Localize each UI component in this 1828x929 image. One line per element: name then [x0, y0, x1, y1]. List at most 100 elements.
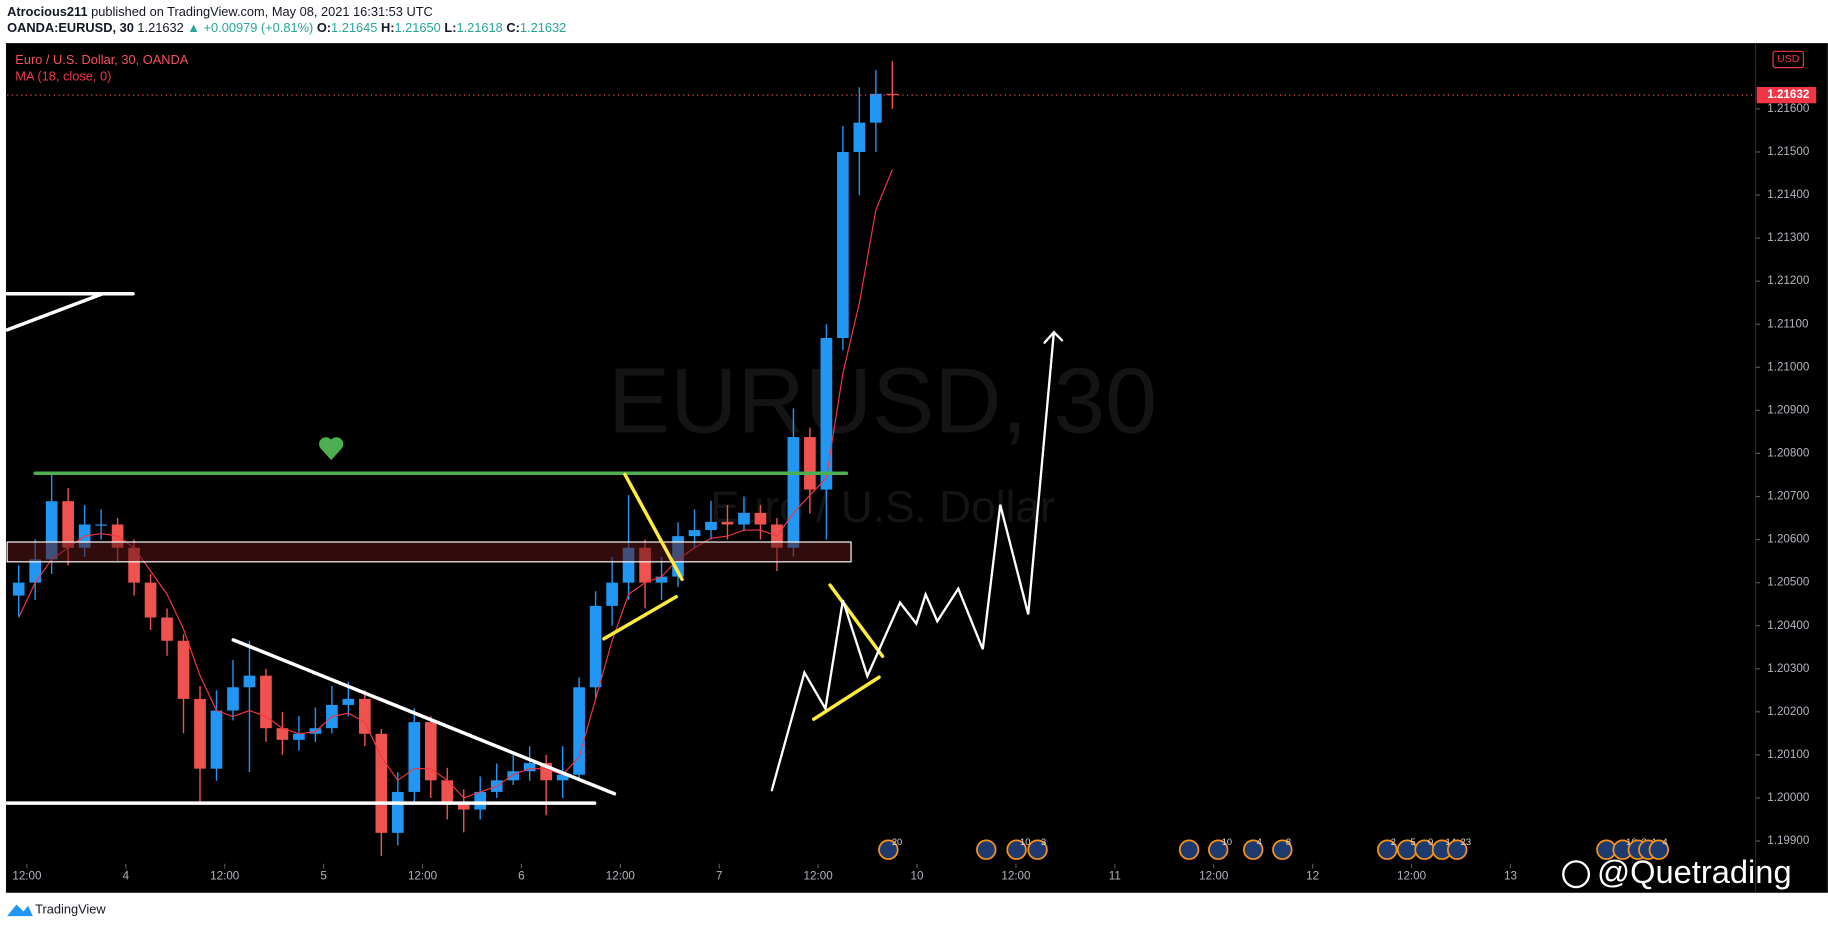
candle-body: [95, 524, 107, 526]
y-tick-label: 1.21500: [1767, 145, 1810, 158]
candle-body: [128, 547, 140, 583]
flag-line: [623, 472, 684, 582]
y-tick-label: 1.20700: [1767, 490, 1810, 503]
x-tick-label: 12:00: [606, 870, 636, 883]
y-tick-label: 1.21100: [1767, 317, 1809, 330]
event-icon: [976, 839, 997, 860]
candle-body: [639, 547, 651, 583]
candle-body: [359, 698, 371, 734]
y-tick-label: 1.20400: [1767, 619, 1810, 632]
x-tick-label: 11: [1109, 870, 1121, 883]
h: 1.21650: [394, 21, 440, 36]
legend-entry: MA (18, close, 0): [15, 68, 111, 83]
flag-line: [812, 675, 881, 721]
event-icon: [1006, 839, 1027, 860]
candle-body: [441, 780, 454, 804]
event-count: 8: [1286, 837, 1291, 847]
x-tick-label: 10: [911, 870, 924, 883]
change: ▲ +0.00979 (+0.81%): [187, 21, 313, 36]
last-price-badge: [1756, 86, 1817, 104]
candle-body: [853, 122, 866, 152]
y-tick-label: 1.20800: [1767, 447, 1810, 460]
candle-body: [705, 521, 717, 531]
event-count: 4: [1257, 837, 1262, 847]
candle-body: [622, 547, 635, 583]
candle-body: [62, 501, 74, 548]
drawings: [5, 291, 1064, 805]
brand-logo: [7, 904, 33, 917]
trend-line: [231, 638, 617, 796]
x-tick-label: 12:00: [804, 870, 834, 883]
x-tick-label: 12:00: [210, 870, 240, 883]
candle-body: [804, 437, 816, 490]
candle-body: [342, 698, 355, 705]
heart: [319, 437, 344, 461]
trend-line: [5, 291, 105, 332]
y-tick-label: 1.21400: [1767, 188, 1810, 201]
y-tick-label: 1.21200: [1767, 274, 1810, 287]
event-count: 2: [1391, 837, 1396, 847]
candle-body: [29, 559, 41, 583]
publish-line: Atrocious211 published on TradingView.co…: [7, 4, 433, 19]
candle-body: [820, 338, 833, 490]
candle-body: [210, 710, 223, 769]
candle-body: [457, 803, 470, 810]
event-count: 10: [1020, 837, 1030, 847]
x-tick-label: 4: [123, 870, 130, 883]
candle-body: [227, 687, 239, 711]
event-icon: [1242, 839, 1264, 860]
l: 1.21618: [456, 21, 502, 36]
ma-line: [18, 169, 893, 799]
y-tick-label: 1.20200: [1767, 705, 1810, 718]
y-tick-label: 1.20100: [1767, 748, 1810, 761]
flag-line: [602, 595, 678, 641]
candle-body: [12, 582, 25, 596]
event-count: 5: [1411, 837, 1416, 847]
c-label: C:: [506, 21, 520, 36]
candle-body: [556, 774, 569, 781]
handle-icon: [1562, 860, 1591, 889]
x-tick-label: 12:00: [1199, 870, 1229, 883]
candle-body: [573, 687, 585, 775]
candle-body: [161, 617, 173, 641]
publisher: Atrocious211: [7, 4, 87, 19]
y-tick-label: 1.21300: [1767, 231, 1810, 244]
projection-arrow: [1043, 330, 1064, 344]
candle-body: [507, 771, 520, 781]
event-icon: [1027, 839, 1048, 860]
event-count: 0: [1428, 837, 1433, 847]
candle-body: [886, 93, 899, 96]
last-price-label: 1.21632: [1767, 88, 1810, 101]
event-count: 4: [1662, 837, 1667, 847]
watermark: EURUSD, 30: [608, 349, 1157, 453]
candle-body: [177, 640, 190, 699]
candle-body: [276, 728, 289, 740]
y-tick-label: 1.20500: [1767, 576, 1810, 589]
o: 1.21645: [331, 21, 377, 36]
last: 1.21632: [137, 21, 183, 36]
ohlc-line: OANDA:EURUSD, 30 1.21632 ▲ +0.00979 (+0.…: [7, 21, 566, 36]
event-icon: [1446, 839, 1468, 860]
chart-area: [5, 43, 1828, 893]
event-icon: [1178, 839, 1200, 860]
plot: [12, 61, 899, 857]
x-tick-label: 12: [1306, 870, 1319, 883]
x-tick-label: 7: [716, 870, 722, 883]
watermark-subtitle: Euro / U.S. Dollar: [710, 483, 1055, 532]
candle-body: [474, 791, 487, 810]
event-icon: [878, 839, 899, 860]
candle-body: [738, 512, 750, 525]
y-tick-label: 1.20900: [1767, 403, 1810, 416]
y-tick-label: 1.20600: [1767, 533, 1810, 546]
y-tick-label: 1.20000: [1767, 791, 1810, 804]
projection: [770, 331, 1056, 792]
candle-body: [194, 698, 206, 769]
handle: @Quetrading: [1597, 853, 1792, 890]
candle-body: [375, 733, 388, 833]
event-icon: [1208, 839, 1229, 860]
x-tick-label: 12:00: [1397, 870, 1427, 883]
candle-body: [523, 763, 536, 772]
y-tick-label: 1.21000: [1767, 360, 1810, 373]
